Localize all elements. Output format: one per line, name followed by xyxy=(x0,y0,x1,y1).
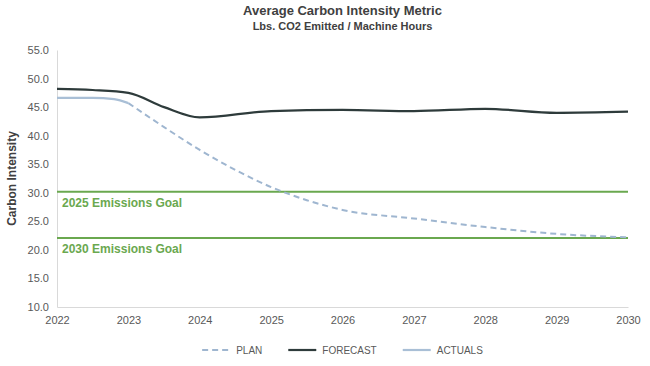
legend-item: ACTUALS xyxy=(403,345,483,356)
legend-swatch xyxy=(403,349,431,351)
subtitle: Lbs. CO2 Emitted / Machine Hours xyxy=(253,20,433,32)
y-tick-label: 30.0 xyxy=(28,187,49,199)
goal-label: 2030 Emissions Goal xyxy=(62,242,182,256)
goal-label: 2025 Emissions Goal xyxy=(62,196,182,210)
y-tick: 20.0 xyxy=(28,244,57,256)
y-tick: 50.0 xyxy=(28,73,57,85)
x-tick: 2029 xyxy=(545,307,569,326)
legend-label: PLAN xyxy=(236,345,262,356)
x-tick-label: 2030 xyxy=(616,314,640,326)
x-tick-label: 2027 xyxy=(402,314,426,326)
y-tick-label: 15.0 xyxy=(28,272,49,284)
y-tick: 35.0 xyxy=(28,158,57,170)
goal-line xyxy=(57,191,628,193)
legend-label: FORECAST xyxy=(322,345,376,356)
x-tick-label: 2028 xyxy=(474,314,498,326)
x-tick-label: 2023 xyxy=(117,314,141,326)
y-axis-title: Carbon Intensity xyxy=(5,131,19,226)
y-tick: 55.0 xyxy=(28,44,57,56)
y-tick: 10.0 xyxy=(28,301,57,313)
x-tick: 2027 xyxy=(402,307,426,326)
legend-swatch xyxy=(202,349,230,351)
x-tick: 2024 xyxy=(188,307,212,326)
legend-item: PLAN xyxy=(202,345,262,356)
x-tick-label: 2029 xyxy=(545,314,569,326)
legend-item: FORECAST xyxy=(288,345,376,356)
x-tick: 2025 xyxy=(259,307,283,326)
legend-swatch xyxy=(288,349,316,351)
y-tick-label: 35.0 xyxy=(28,158,49,170)
x-tick-label: 2026 xyxy=(331,314,355,326)
y-tick: 30.0 xyxy=(28,187,57,199)
x-axis: 2022 2023 2024 2025 2026 2027 2028 2029 2030 xyxy=(45,307,640,326)
chart: Average Carbon Intensity Metric Lbs. CO2 … xyxy=(0,0,650,366)
x-tick-label: 2022 xyxy=(45,314,69,326)
y-tick-label: 45.0 xyxy=(28,101,49,113)
series-line xyxy=(57,98,128,103)
x-tick: 2023 xyxy=(117,307,141,326)
title: Average Carbon Intensity Metric xyxy=(243,3,442,18)
y-tick-label: 55.0 xyxy=(28,44,49,56)
y-tick: 40.0 xyxy=(28,130,57,142)
x-tick: 2028 xyxy=(474,307,498,326)
y-tick: 45.0 xyxy=(28,101,57,113)
legend-label: ACTUALS xyxy=(437,345,483,356)
y-tick: 25.0 xyxy=(28,215,57,227)
x-tick-label: 2024 xyxy=(188,314,212,326)
legend: PLAN FORECAST ACTUALS xyxy=(202,345,483,356)
y-tick: 15.0 xyxy=(28,272,57,284)
y-tick-label: 20.0 xyxy=(28,244,49,256)
y-axis: 10.0 15.0 20.0 25.0 30.0 35.0 40.0 45.0 50.0 55.0 xyxy=(28,44,58,313)
plot-area xyxy=(57,89,628,238)
x-tick-label: 2025 xyxy=(259,314,283,326)
x-tick: 2022 xyxy=(45,307,69,326)
x-tick: 2026 xyxy=(331,307,355,326)
y-tick-label: 40.0 xyxy=(28,130,49,142)
series-line xyxy=(128,103,628,237)
x-axis-line xyxy=(58,307,629,308)
series-line xyxy=(57,89,628,118)
x-tick: 2030 xyxy=(616,307,640,326)
y-tick-label: 50.0 xyxy=(28,73,49,85)
y-tick-label: 25.0 xyxy=(28,215,49,227)
y-tick-label: 10.0 xyxy=(28,301,49,313)
goal-line xyxy=(57,237,628,239)
